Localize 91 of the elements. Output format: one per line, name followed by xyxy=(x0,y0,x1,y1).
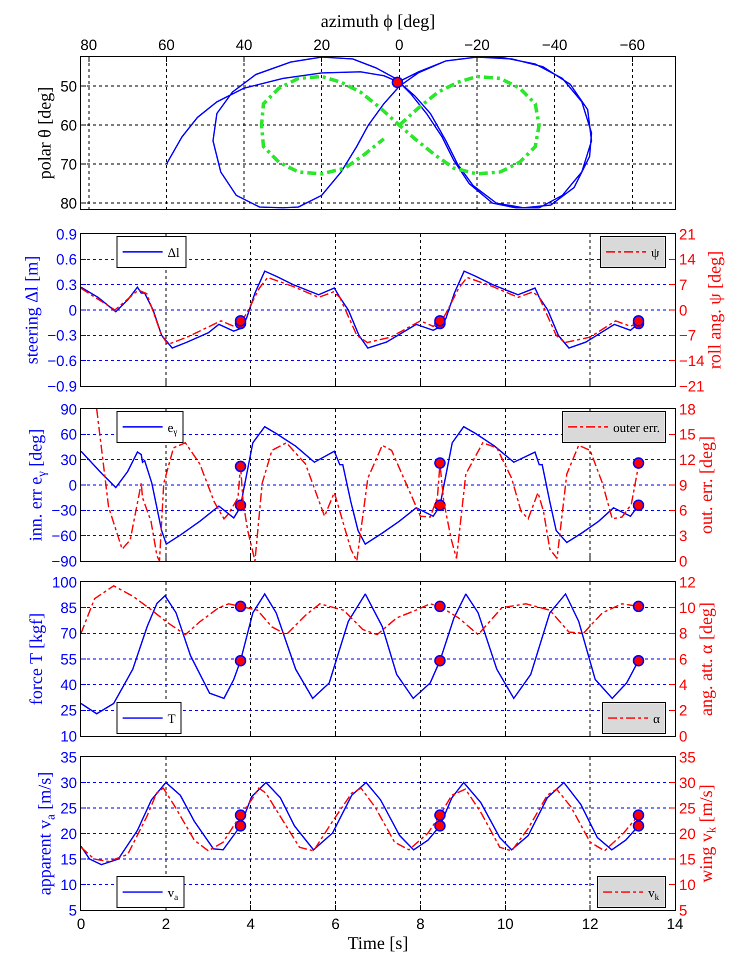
y-tick-label: 0.3 xyxy=(56,276,77,294)
y2-tick-label: 15 xyxy=(679,426,696,444)
y-tick-label: 85 xyxy=(60,600,77,617)
legend-label: outer err. xyxy=(613,420,660,435)
legend-label: ψ xyxy=(651,244,660,260)
y-tick-label: 70 xyxy=(60,626,77,643)
y-tick-label: 5 xyxy=(68,902,77,920)
y2-tick-label: 35 xyxy=(679,749,696,766)
y-tick-label: −0.3 xyxy=(47,328,77,345)
y2-axis-title: ang. att. α [deg] xyxy=(696,602,716,716)
legend-label: T xyxy=(168,711,176,726)
y2-tick-label: 0 xyxy=(679,728,688,746)
x-tick-label: −20 xyxy=(464,37,490,54)
x-axis-title: Time [s] xyxy=(348,933,408,954)
x-tick-label: −40 xyxy=(542,37,568,54)
legend-label: v$_{a}$ xyxy=(168,885,178,902)
y2-tick-label: 3 xyxy=(679,528,688,545)
x-tick-label: 0 xyxy=(395,37,404,54)
y-tick-label: 100 xyxy=(52,574,77,592)
line-series xyxy=(166,57,592,209)
x-tick-label: 8 xyxy=(416,916,425,933)
line-series xyxy=(260,74,541,176)
y-tick-label: 30 xyxy=(60,452,77,469)
y-axis-title: polar θ [deg] xyxy=(34,86,55,180)
y2-tick-label: 12 xyxy=(679,574,696,592)
y-axis-title: steering Δl [m] xyxy=(22,256,42,364)
y2-tick-label: 21 xyxy=(679,226,696,244)
y-tick-label: 0.9 xyxy=(56,226,77,244)
y2-tick-label: 15 xyxy=(679,851,696,868)
y-tick-label: 25 xyxy=(60,702,77,720)
y-tick-label: 55 xyxy=(60,651,77,668)
y2-tick-label: 2 xyxy=(679,702,688,720)
y2-tick-label: 20 xyxy=(679,826,696,843)
y2-tick-label: 10 xyxy=(679,600,696,617)
y-tick-label: 60 xyxy=(60,117,77,134)
x-tick-label: 20 xyxy=(313,37,330,54)
y-tick-label: 0 xyxy=(68,477,77,494)
y2-tick-label: 8 xyxy=(679,626,688,643)
y2-tick-label: 14 xyxy=(679,252,696,269)
y-tick-label: −0.9 xyxy=(47,378,77,396)
x-tick-label: 40 xyxy=(236,37,252,54)
y2-tick-label: −14 xyxy=(679,352,704,370)
y2-axis-title: roll ang. ψ [deg] xyxy=(704,250,725,370)
y-tick-label: 35 xyxy=(60,749,77,766)
y2-tick-label: 4 xyxy=(679,676,688,694)
legend-label: α xyxy=(653,711,660,726)
y2-tick-label: 25 xyxy=(679,800,696,818)
y-tick-label: −90 xyxy=(52,553,77,570)
y-tick-label: −30 xyxy=(52,502,77,520)
y-tick-label: 80 xyxy=(60,195,77,212)
y2-tick-label: 10 xyxy=(679,876,696,894)
y2-tick-label: −21 xyxy=(679,378,704,396)
legend-label: v$_{k}$ xyxy=(648,885,660,902)
y2-tick-label: 6 xyxy=(679,651,688,668)
y-tick-label: 10 xyxy=(60,728,77,746)
y2-tick-label: 0 xyxy=(679,553,688,570)
y-tick-label: 20 xyxy=(60,826,77,843)
y-tick-label: 25 xyxy=(60,800,77,818)
legend-label: Δl xyxy=(168,244,180,260)
y-tick-label: 0 xyxy=(68,302,77,320)
y-tick-label: −60 xyxy=(52,528,77,545)
y2-tick-label: 30 xyxy=(679,774,696,792)
x-tick-label: 6 xyxy=(331,916,340,933)
y2-tick-label: 0 xyxy=(679,302,688,320)
x-tick-label: −60 xyxy=(620,37,646,54)
y2-tick-label: 12 xyxy=(679,452,696,469)
x-tick-label: 80 xyxy=(80,37,98,54)
y2-tick-label: −7 xyxy=(679,328,696,345)
x-tick-label: 4 xyxy=(246,916,255,933)
x-axis-title: azimuth ϕ [deg] xyxy=(320,11,436,32)
y-tick-label: 60 xyxy=(60,426,77,444)
y-tick-label: 40 xyxy=(60,676,77,694)
y-tick-label: 90 xyxy=(60,401,77,418)
y-axis-title: force T [kgf] xyxy=(26,612,46,706)
y-tick-label: 15 xyxy=(60,851,77,868)
x-tick-label: 12 xyxy=(582,916,598,933)
y2-tick-label: 7 xyxy=(679,276,688,294)
y-tick-label: 70 xyxy=(60,156,77,174)
y-tick-label: 50 xyxy=(60,78,77,96)
y-tick-label: 30 xyxy=(60,774,77,792)
y2-tick-label: 9 xyxy=(679,477,688,494)
x-tick-label: 10 xyxy=(496,916,514,933)
legend-label: e$_{γ}$ xyxy=(168,420,178,437)
y-tick-label: 10 xyxy=(60,876,77,894)
y2-tick-label: 6 xyxy=(679,502,688,520)
y-tick-label: 0.6 xyxy=(56,252,77,269)
y2-tick-label: 18 xyxy=(679,401,696,418)
y-tick-label: −0.6 xyxy=(47,352,77,370)
x-tick-label: 60 xyxy=(158,37,175,54)
x-tick-label: 2 xyxy=(162,916,170,933)
y2-axis-title: out. err. [deg] xyxy=(696,436,716,534)
